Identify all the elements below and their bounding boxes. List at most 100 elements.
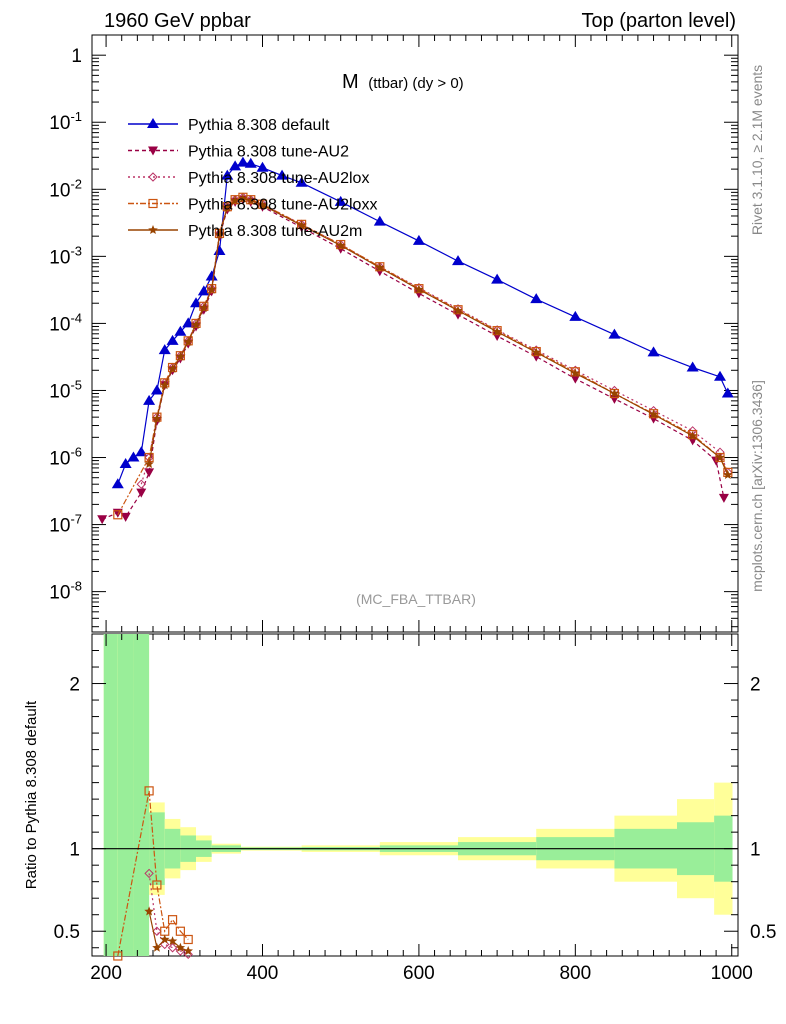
series-marker <box>229 160 242 171</box>
series-marker <box>721 387 734 398</box>
ratio-tick-label: 1 <box>69 840 80 861</box>
ratio-marker <box>175 926 185 936</box>
series-marker <box>715 452 725 462</box>
y-tick-label: 10-2 <box>49 176 82 201</box>
series-marker <box>113 510 123 520</box>
series-marker <box>256 161 269 172</box>
series-marker <box>127 451 140 462</box>
y-tick-label: 10-7 <box>49 512 82 537</box>
series-marker <box>238 193 248 203</box>
series-marker <box>718 493 729 503</box>
ratio-series <box>113 786 193 961</box>
series-marker <box>214 229 225 239</box>
series-marker <box>373 215 386 226</box>
y-tick-label: 10-4 <box>49 310 82 335</box>
analysis-label: (MC_FBA_TTBAR) <box>356 591 476 607</box>
chart-title-sub: (ttbar) (dy > 0) <box>368 75 463 92</box>
series-marker <box>120 512 131 522</box>
series-marker <box>190 297 203 308</box>
series-marker <box>174 325 187 336</box>
series-marker <box>167 363 178 373</box>
legend-marker <box>148 172 158 182</box>
series-marker <box>119 458 132 469</box>
series-marker <box>160 380 170 390</box>
ratio-axis-ticks: 0.5 0.5 1 1 2 2 <box>54 650 776 949</box>
series-marker <box>647 346 660 357</box>
legend-marker <box>148 198 158 209</box>
series-marker <box>453 305 463 315</box>
ratio-marker <box>160 934 170 944</box>
legend-marker <box>148 225 158 234</box>
ratio-marker <box>167 915 178 925</box>
series-marker <box>183 336 193 346</box>
series-marker <box>191 319 201 329</box>
series-marker <box>199 303 209 312</box>
ratio-tick-label-right: 1 <box>750 840 761 861</box>
series-marker <box>334 195 347 206</box>
ratio-marker <box>152 942 162 952</box>
ratio-marker <box>167 936 178 946</box>
ratio-marker <box>183 934 193 945</box>
ratio-marker <box>183 946 193 956</box>
series-marker <box>158 344 171 355</box>
series-marker <box>491 273 504 284</box>
series-marker <box>687 430 698 440</box>
series-marker <box>257 200 268 210</box>
ratio-marker <box>144 906 154 916</box>
x-tick-label: 1000 <box>711 963 753 984</box>
series-marker <box>276 169 289 180</box>
mcplots-label: mcplots.cern.ch [arXiv:1306.3436] <box>749 380 765 592</box>
series-marker <box>236 156 249 167</box>
legend-marker <box>147 118 159 128</box>
series-marker <box>97 515 108 525</box>
y-tick-label: 10-3 <box>49 243 82 268</box>
legend-label: Pythia 8.308 tune-AU2lox <box>188 170 369 187</box>
series-marker <box>569 310 582 321</box>
series-marker <box>335 240 346 250</box>
y-tick-label: 1 <box>71 46 82 67</box>
ratio-tick-label-right: 2 <box>750 675 761 696</box>
ratio-tick-label-right: 0.5 <box>750 922 776 943</box>
series-marker <box>686 361 699 372</box>
rivet-label: Rivet 3.1.10, ≥ 2.1M events <box>749 65 765 235</box>
series-marker <box>570 368 581 378</box>
ratio-marker <box>152 926 162 936</box>
series-marker <box>150 384 163 395</box>
legend-label: Pythia 8.308 default <box>188 117 330 134</box>
series-marker <box>206 284 217 294</box>
series-marker <box>413 289 424 299</box>
legend-label: Pythia 8.308 tune-AU2m <box>188 223 362 240</box>
series-marker <box>144 459 154 469</box>
series-marker <box>175 351 186 361</box>
ratio-marker <box>167 943 178 953</box>
series-line <box>101 199 725 520</box>
series-marker <box>723 469 733 479</box>
ratio-marker <box>152 880 162 890</box>
series-marker <box>244 157 257 168</box>
series-marker <box>135 446 148 457</box>
ratio-marker <box>144 868 154 879</box>
series-marker <box>205 270 218 281</box>
series-marker <box>412 234 425 245</box>
main-axis-ticks: 1 10-1 10-2 10-3 10-4 10-5 10-6 10-7 10-8 <box>49 34 738 628</box>
ratio-band <box>103 634 733 956</box>
series-marker <box>182 317 195 328</box>
legend-label: Pythia 8.308 tune-AU2loxx <box>188 197 377 214</box>
ratio-marker <box>144 786 154 796</box>
series-marker <box>152 413 162 423</box>
x-tick-label: 200 <box>90 963 122 984</box>
series-marker <box>144 468 155 478</box>
series-marker <box>648 409 659 419</box>
series-marker <box>199 301 209 311</box>
y-tick-label: 10-6 <box>49 445 82 470</box>
series-marker <box>375 262 385 272</box>
series-marker <box>296 220 307 230</box>
series-marker <box>222 202 233 212</box>
series-marker <box>111 478 124 489</box>
ratio-plot-frame <box>91 633 739 957</box>
y-tick-label: 10-1 <box>49 109 82 134</box>
legend: Pythia 8.308 default Pythia 8.308 tune-AU… <box>128 117 377 240</box>
series-marker <box>230 195 240 205</box>
series-marker <box>531 347 541 357</box>
